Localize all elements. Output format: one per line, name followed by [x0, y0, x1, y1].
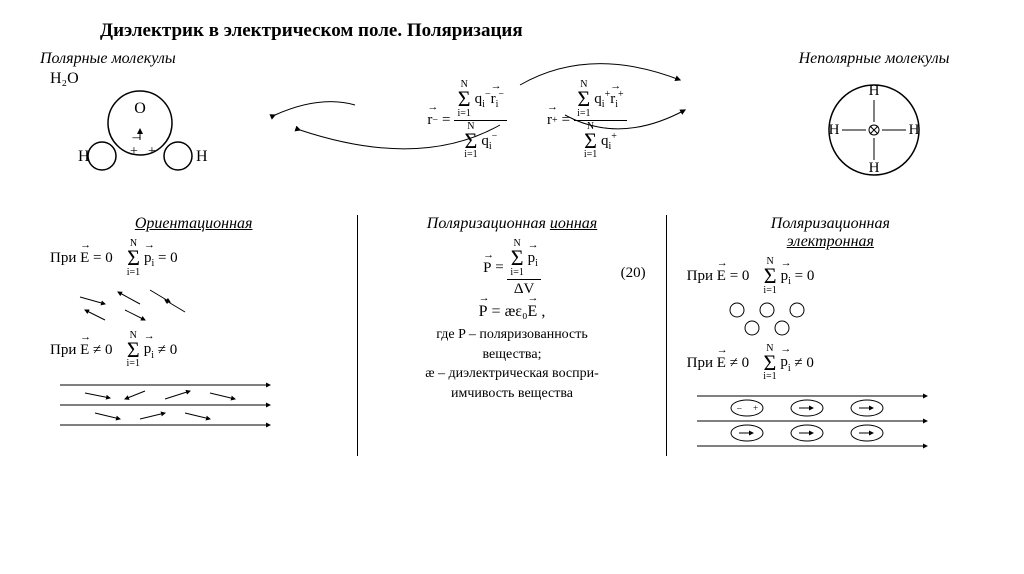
eq-number: (20): [621, 265, 646, 282]
svg-text:H: H: [909, 122, 920, 138]
methane-diagram: H H H H: [804, 70, 944, 190]
polar-subtitle: Полярные молекулы: [40, 50, 290, 68]
elec-dipole-ellipses: –+: [687, 386, 937, 456]
r-plus-formula: r+ = NΣi=1 qi+ri+ NΣi=1 qi+: [547, 80, 627, 160]
orient-aligned-arrows: [50, 373, 280, 443]
molecule-row: Полярные молекулы H₂O O H H – + + r− = N…: [40, 50, 984, 190]
nonpolar-molecules-block: Неполярные молекулы H H H H: [764, 50, 984, 190]
polar-molecules-block: Полярные молекулы H₂O O H H – + +: [40, 50, 290, 188]
orient-random-arrows: [50, 282, 220, 327]
svg-text:–: –: [736, 403, 742, 413]
r-minus-formula: r− = NΣi=1 qi−ri− NΣi=1 qi−: [427, 80, 507, 160]
water-molecule-diagram: O H H – + +: [40, 88, 240, 188]
polarization-types-row: Ориентационная При E = 0 NΣi=1 pi = 0 Пр…: [40, 215, 984, 456]
ionic-P-chi: P = æε₀E ,: [368, 303, 655, 321]
svg-text:+: +: [753, 403, 758, 413]
orientational-column: Ориентационная При E = 0 NΣi=1 pi = 0 Пр…: [40, 215, 347, 456]
page-title: Диэлектрик в электрическом поле. Поляриз…: [40, 20, 984, 42]
electronic-title: Поляризационнаяэлектронная: [687, 215, 974, 251]
ionic-desc: где P – поляризованность вещества; æ – д…: [368, 325, 655, 403]
h2o-label: H₂O: [50, 70, 290, 88]
svg-text:O: O: [134, 100, 146, 117]
ionic-column: Поляризационная ионная P = NΣi=1 pi ΔV (…: [357, 215, 666, 456]
vec-r-minus: r: [427, 112, 432, 129]
ionic-title: Поляризационная ионная: [368, 215, 655, 233]
elec-circles: [687, 300, 857, 340]
svg-text:H: H: [869, 160, 880, 176]
svg-text:H: H: [869, 83, 880, 99]
orient-e-zero: При E = 0 NΣi=1 pi = 0: [50, 239, 337, 278]
svg-text:+: +: [130, 144, 138, 159]
svg-text:H: H: [196, 148, 208, 165]
orient-e-nonzero: При E ≠ 0 NΣi=1 pi ≠ 0: [50, 331, 337, 370]
svg-text:+: +: [148, 144, 156, 159]
elec-e-nonzero: При E ≠ 0 NΣi=1 pi ≠ 0: [687, 344, 974, 383]
svg-text:H: H: [829, 122, 840, 138]
ionic-P-formula: P = NΣi=1 pi ΔV: [368, 239, 655, 297]
vec-r-plus: r: [547, 112, 552, 129]
orientational-title: Ориентационная: [50, 215, 337, 233]
elec-e-zero: При E = 0 NΣi=1 pi = 0: [687, 257, 974, 296]
center-mass-formulas: r− = NΣi=1 qi−ri− NΣi=1 qi− r+ = NΣi=1 q…: [290, 50, 764, 160]
svg-text:H: H: [78, 148, 90, 165]
nonpolar-subtitle: Неполярные молекулы: [764, 50, 984, 68]
electronic-column: Поляризационнаяэлектронная При E = 0 NΣi…: [677, 215, 984, 456]
